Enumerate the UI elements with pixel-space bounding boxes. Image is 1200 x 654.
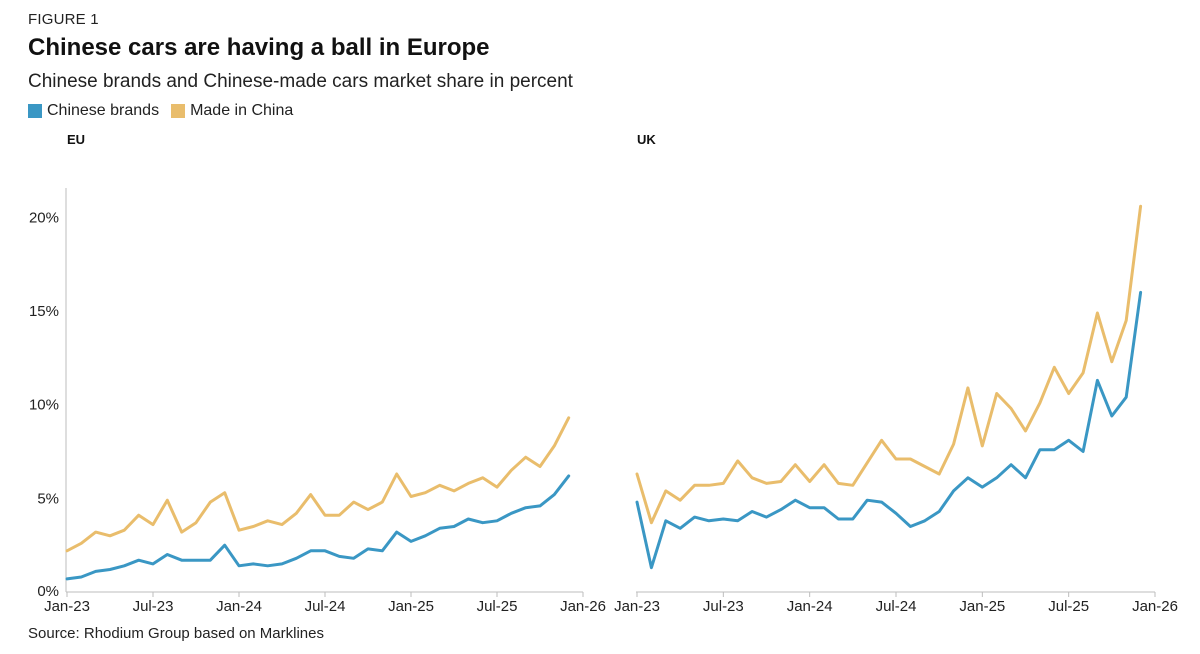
x-tick-label: Jul-24 (305, 598, 346, 615)
x-tick-label: Jul-25 (477, 598, 518, 615)
x-tick-label: Jul-23 (703, 598, 744, 615)
x-tick-label: Jan-26 (560, 598, 606, 615)
y-tick-label: 0% (37, 583, 59, 600)
panel-title-eu: EU (67, 132, 85, 147)
x-tick-label: Jul-25 (1048, 598, 1089, 615)
legend-item-made-in-china: Made in China (171, 102, 293, 120)
legend-swatch-made-in-china (171, 104, 186, 118)
x-tick-label: Jan-25 (388, 598, 434, 615)
panel-title-uk: UK (637, 132, 656, 147)
y-tick-label: 20% (29, 209, 59, 226)
y-tick-label: 10% (29, 397, 59, 414)
series-line-eu-made-in-china (65, 416, 571, 553)
x-tick-label: Jan-24 (216, 598, 262, 615)
chart-subtitle: Chinese brands and Chinese-made cars mar… (28, 71, 573, 92)
x-tick-label: Jan-25 (959, 598, 1005, 615)
x-tick-label: Jul-23 (133, 598, 174, 615)
series-line-uk-chinese-brands (635, 290, 1143, 570)
legend-label-made-in-china: Made in China (190, 102, 294, 119)
x-tick-label: Jul-24 (876, 598, 917, 615)
x-tick-label: Jan-26 (1132, 598, 1178, 615)
x-tick-label: Jan-24 (787, 598, 833, 615)
chart-title: Chinese cars are having a ball in Europe (28, 34, 490, 61)
y-tick-label: 5% (37, 490, 59, 507)
series-line-uk-made-in-china (635, 204, 1143, 525)
legend-item-chinese-brands: Chinese brands (28, 102, 159, 120)
legend: Chinese brands Made in China (28, 102, 305, 120)
legend-swatch-chinese-brands (28, 104, 42, 118)
series-line-eu-chinese-brands (65, 474, 571, 581)
figure-label: FIGURE 1 (28, 11, 99, 28)
x-tick-label: Jan-23 (614, 598, 660, 615)
legend-label-chinese-brands: Chinese brands (47, 102, 160, 119)
source-note: Source: Rhodium Group based on Marklines (28, 625, 324, 642)
y-tick-label: 15% (29, 303, 59, 320)
x-tick-label: Jan-23 (44, 598, 90, 615)
